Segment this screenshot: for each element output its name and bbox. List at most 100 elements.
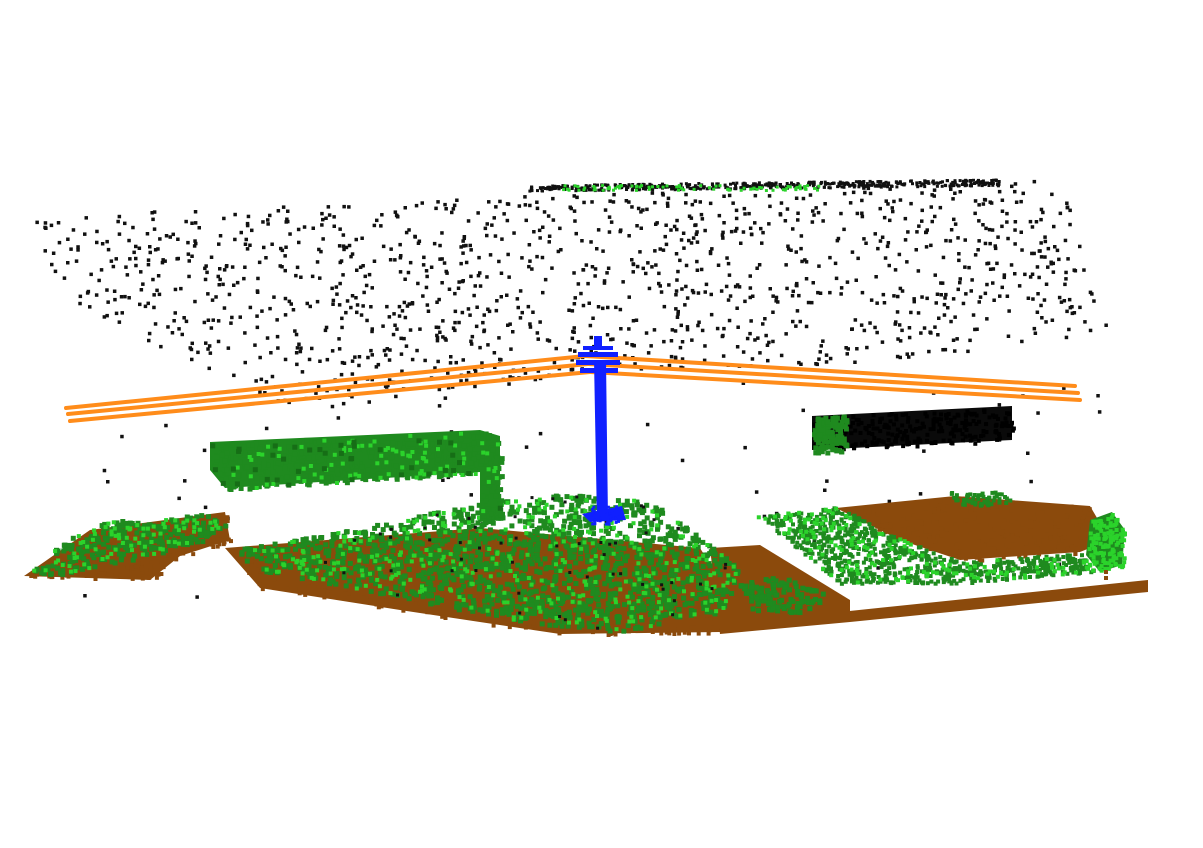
noise-point bbox=[630, 343, 634, 347]
noise-point bbox=[461, 251, 465, 255]
noise-point bbox=[990, 228, 995, 232]
vegetation-point bbox=[311, 535, 317, 541]
noise-point bbox=[765, 343, 770, 347]
noise-point bbox=[540, 189, 544, 193]
ground-point bbox=[473, 585, 478, 590]
ground-point bbox=[895, 517, 900, 522]
vegetation-point bbox=[117, 522, 122, 528]
ground-point bbox=[531, 575, 536, 580]
ground-point bbox=[433, 533, 438, 538]
vegetation-point bbox=[577, 600, 582, 605]
vegetation-point bbox=[581, 593, 586, 598]
noise-point bbox=[825, 182, 829, 185]
ground-point bbox=[616, 578, 621, 582]
noise-point bbox=[350, 252, 355, 256]
noise-point bbox=[299, 346, 303, 350]
ground-point bbox=[93, 577, 98, 581]
noise-point bbox=[1039, 217, 1043, 222]
vegetation-point bbox=[615, 603, 621, 609]
vegetation-point bbox=[567, 550, 573, 556]
vegetation-point bbox=[375, 553, 380, 558]
noise-point bbox=[932, 182, 936, 186]
noise-point bbox=[803, 258, 807, 262]
noise-point bbox=[1033, 331, 1038, 335]
vegetation-point bbox=[482, 598, 488, 604]
noise-point bbox=[996, 184, 1000, 188]
vegetation-point bbox=[659, 565, 665, 571]
vegetation-point bbox=[267, 551, 273, 557]
noise-point bbox=[317, 247, 321, 252]
noise-point bbox=[332, 215, 336, 219]
ground-point bbox=[579, 597, 584, 602]
vegetation-point bbox=[519, 615, 524, 620]
noise-point bbox=[645, 207, 649, 212]
vegetation-point bbox=[135, 523, 140, 528]
noise-point bbox=[193, 239, 197, 243]
vegetation-point bbox=[623, 558, 628, 564]
vegetation-point bbox=[299, 576, 305, 582]
vegetation-point bbox=[720, 556, 725, 562]
vegetation-point bbox=[499, 607, 505, 613]
vegetation-point bbox=[689, 575, 694, 580]
ground-point bbox=[968, 531, 973, 536]
ground-point bbox=[959, 504, 963, 509]
noise-point bbox=[1006, 236, 1010, 241]
noise-point bbox=[1046, 246, 1051, 251]
vegetation-point bbox=[623, 579, 628, 584]
vegetation-point bbox=[488, 563, 494, 569]
noise-point bbox=[509, 347, 513, 351]
ground-point bbox=[316, 584, 321, 589]
vegetation-point bbox=[640, 184, 644, 188]
vegetation-point bbox=[454, 571, 460, 577]
noise-point bbox=[993, 244, 997, 248]
noise-point bbox=[761, 230, 765, 235]
noise-point bbox=[927, 349, 931, 354]
vegetation-point bbox=[201, 529, 207, 535]
ground-point bbox=[375, 540, 380, 545]
noise-point bbox=[262, 245, 266, 250]
noise-point bbox=[445, 271, 449, 275]
noise-point bbox=[734, 216, 739, 221]
noise-point bbox=[288, 232, 292, 236]
ground-point bbox=[528, 620, 533, 625]
ground-point bbox=[693, 600, 698, 605]
ground-point bbox=[458, 613, 463, 618]
ground-point bbox=[933, 503, 938, 508]
noise-point bbox=[890, 206, 894, 210]
noise-point bbox=[627, 183, 631, 187]
vegetation-point bbox=[677, 521, 683, 527]
noise-point bbox=[1006, 334, 1011, 338]
vegetation-point bbox=[588, 598, 594, 604]
ground-point bbox=[183, 528, 188, 533]
vegetation-point bbox=[803, 187, 807, 191]
vegetation-point bbox=[478, 526, 484, 532]
vegetation-point bbox=[735, 569, 741, 575]
noise-point bbox=[111, 264, 116, 269]
vegetation-point bbox=[387, 537, 393, 543]
vegetation-point bbox=[638, 521, 644, 527]
vegetation-point bbox=[100, 557, 105, 561]
vegetation-point bbox=[254, 553, 260, 559]
noise-point bbox=[146, 258, 151, 262]
noise-point bbox=[898, 286, 903, 291]
noise-point bbox=[466, 219, 471, 223]
noise-point bbox=[551, 187, 555, 191]
noise-point bbox=[359, 313, 364, 317]
vegetation-point bbox=[335, 550, 341, 556]
vegetation-point bbox=[376, 557, 382, 563]
noise-point bbox=[916, 185, 920, 189]
vegetation-point bbox=[548, 521, 554, 527]
noise-point bbox=[339, 259, 344, 263]
vegetation-point bbox=[712, 611, 718, 617]
noise-point bbox=[146, 262, 151, 267]
noise-point bbox=[1019, 230, 1023, 234]
noise-point bbox=[293, 329, 297, 333]
noise-point bbox=[559, 248, 563, 252]
noise-point bbox=[842, 227, 846, 232]
ground-point bbox=[1011, 538, 1015, 543]
ground-point bbox=[222, 540, 227, 545]
ground-point bbox=[682, 630, 687, 635]
noise-point bbox=[958, 190, 962, 194]
ground-point bbox=[579, 611, 584, 616]
vegetation-point bbox=[605, 625, 611, 631]
